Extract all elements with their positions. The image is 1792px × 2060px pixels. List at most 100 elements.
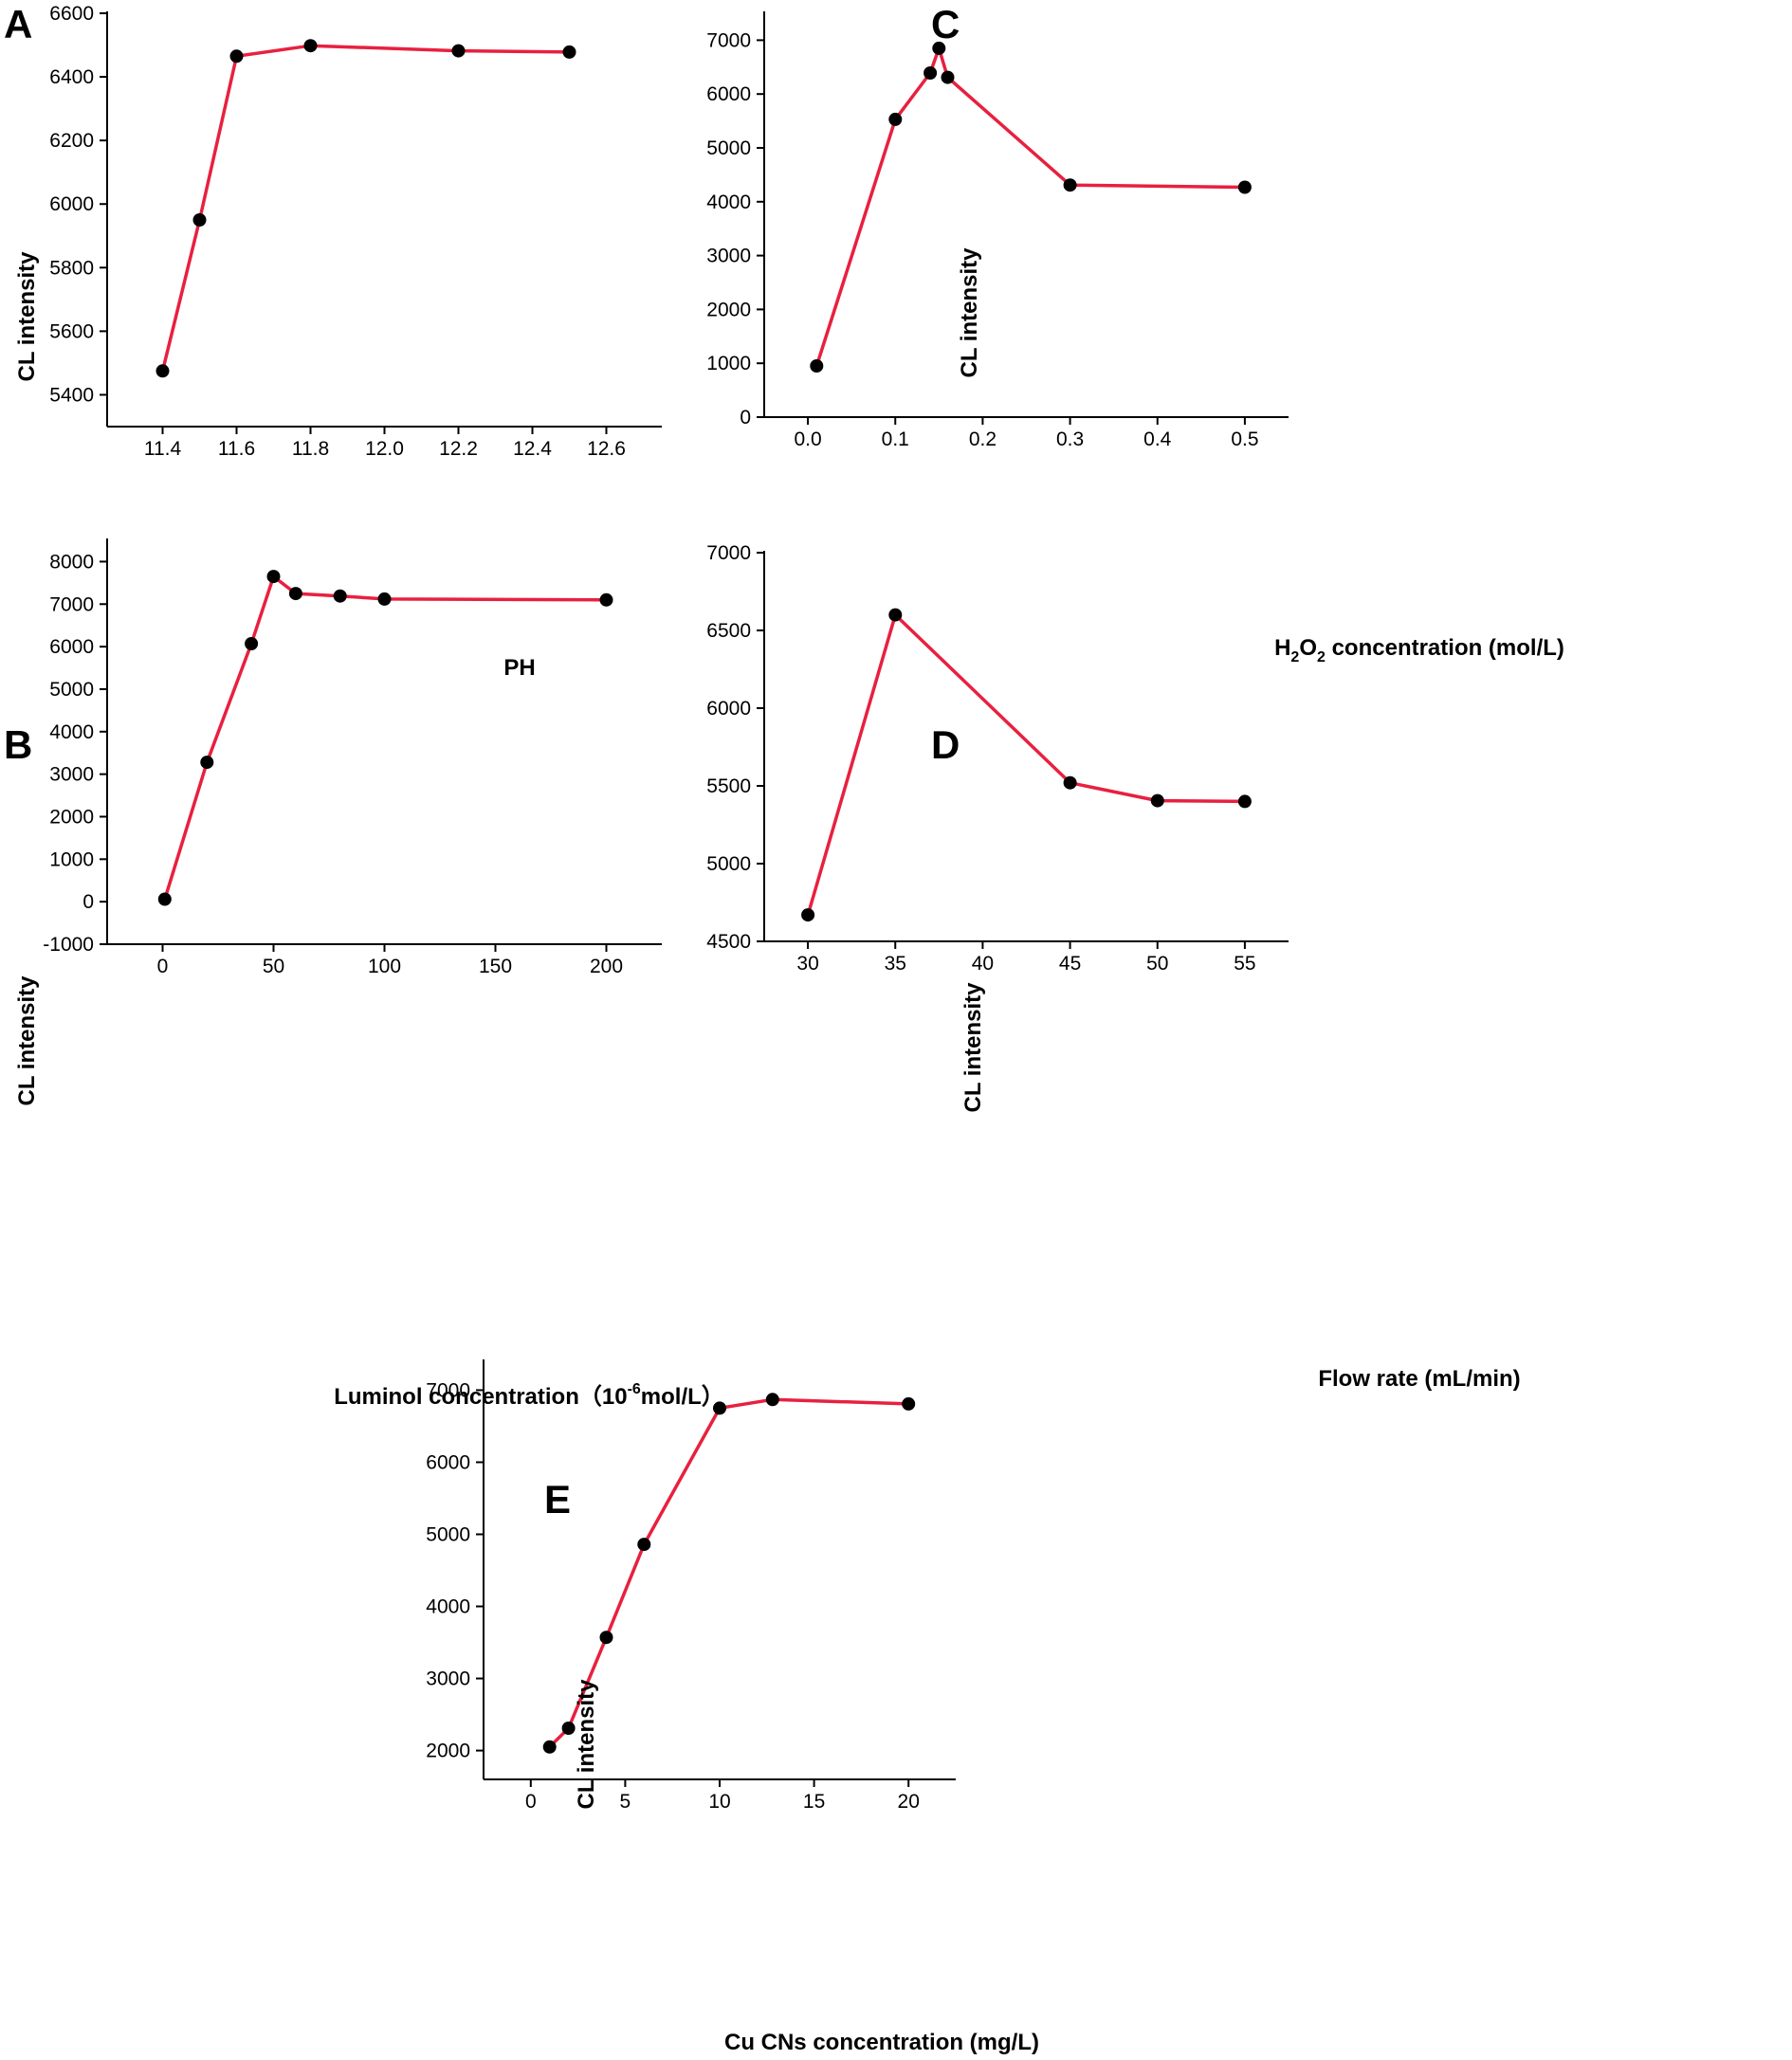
y-tick-label-e: 5000 (426, 1523, 470, 1545)
panel-label-e: E (544, 1477, 571, 1522)
x-axis-title-b-main: Luminol concentration（10 (334, 1384, 627, 1410)
data-point-b (599, 592, 613, 607)
y-axis-title-b: CL intensity (14, 975, 40, 1106)
x-tick-label-e: 10 (708, 1791, 730, 1813)
x-tick-label-a: 11.8 (292, 438, 329, 460)
data-point-b (288, 587, 302, 601)
y-axis-title-d: CL intensity (960, 982, 986, 1113)
y-tick-label-e: 3000 (426, 1668, 470, 1690)
data-point-a (451, 44, 466, 58)
y-tick-label-b: -1000 (43, 934, 94, 956)
x-tick-label-d: 50 (1146, 953, 1168, 975)
data-point-d (801, 908, 815, 922)
x-tick-label-c: 0.0 (794, 428, 821, 450)
y-tick-label-a: 6600 (49, 3, 94, 25)
data-point-b (333, 589, 347, 603)
data-point-c (923, 66, 938, 80)
data-point-b (200, 756, 214, 770)
data-point-c (1237, 180, 1252, 194)
x-tick-label-d: 35 (885, 953, 906, 975)
x-axis-title-e: Cu CNs concentration (mg/L) (724, 2030, 1039, 2055)
x-tick-label-d: 45 (1059, 953, 1081, 975)
y-tick-label-e: 6000 (426, 1451, 470, 1473)
y-tick-label-a: 6200 (49, 130, 94, 152)
series-line-a (160, 44, 570, 372)
y-tick-label-c: 3000 (706, 246, 751, 267)
y-tick-label-b: 6000 (49, 636, 94, 658)
y-tick-label-a: 5600 (49, 320, 94, 342)
x-tick-label-b: 150 (479, 956, 512, 977)
x-tick-label-e: 0 (525, 1791, 537, 1813)
y-tick-label-b: 2000 (49, 806, 94, 828)
y-tick-label-c: 6000 (706, 83, 751, 105)
data-point-c (932, 41, 946, 55)
data-point-a (155, 364, 170, 378)
data-point-a (192, 213, 207, 227)
y-axis-title-e: CL intensity (574, 1679, 599, 1810)
y-tick-label-a: 5800 (49, 257, 94, 279)
y-tick-label-e: 2000 (426, 1741, 470, 1762)
y-tick-label-a: 6400 (49, 66, 94, 88)
y-tick-label-e: 7000 (426, 1379, 470, 1401)
chart-panel-a: A 11.4 11.6 11.8 12.0 12.2 12.4 12.6 5400 5600 58… (4, 2, 662, 681)
chart-panel-b: B 0 50 100 150 200 -1000 0 1000 2000 3000 4000 5000… (4, 538, 724, 1410)
data-point-d (1150, 793, 1164, 808)
x-axis-title-c-h: H (1274, 635, 1290, 661)
x-tick-label-a: 11.6 (218, 438, 255, 460)
y-tick-label-d: 6500 (706, 620, 751, 642)
x-tick-label-a: 12.4 (513, 438, 552, 460)
data-point-b (245, 637, 259, 650)
y-tick-label-e: 4000 (426, 1596, 470, 1618)
chart-panel-d: D 30 35 40 45 50 55 4500 5000 5500 6000 6500 7000 F… (706, 542, 1520, 1392)
data-point-e (765, 1393, 779, 1407)
y-tick-label-d: 4500 (706, 931, 751, 953)
data-point-e (599, 1631, 613, 1645)
y-tick-label-c: 2000 (706, 299, 751, 320)
series-a (155, 39, 576, 378)
x-tick-label-b: 50 (263, 956, 284, 977)
y-tick-label-b: 7000 (49, 593, 94, 615)
panel-label-a: A (4, 2, 32, 46)
data-point-a (562, 45, 576, 59)
y-tick-label-b: 1000 (49, 848, 94, 870)
data-point-d (1237, 794, 1252, 809)
data-point-a (303, 39, 318, 53)
y-tick-label-a: 6000 (49, 193, 94, 215)
data-point-b (157, 892, 172, 906)
data-point-b (377, 592, 392, 606)
x-axis-title-a: PH (503, 655, 535, 681)
series-line-b (163, 574, 607, 901)
x-tick-label-c: 0.5 (1231, 428, 1258, 450)
data-point-e (713, 1401, 726, 1415)
y-tick-label-b: 4000 (49, 721, 94, 743)
x-axis-title-c-sub2: 2 (1317, 649, 1326, 665)
data-point-c (941, 70, 955, 84)
x-axis-title-d: Flow rate (mL/min) (1318, 1366, 1520, 1392)
y-tick-label-d: 5000 (706, 853, 751, 875)
x-tick-label-a: 12.6 (587, 438, 626, 460)
series-line-e (548, 1397, 909, 1749)
x-axis-title-b: Luminol concentration（10-6mol/L） (334, 1381, 724, 1410)
y-tick-label-a: 5400 (49, 384, 94, 406)
data-point-b (266, 570, 281, 584)
y-tick-label-b: 5000 (49, 679, 94, 701)
data-point-c (888, 112, 903, 126)
data-point-c (810, 359, 824, 373)
x-tick-label-c: 0.3 (1056, 428, 1084, 450)
axes-d: 30 35 40 45 50 55 4500 5000 5500 6000 6500 7000 (706, 542, 1289, 975)
series-line-c (814, 46, 1245, 367)
y-tick-label-c: 0 (740, 407, 751, 428)
y-tick-label-c: 1000 (706, 353, 751, 374)
y-axis-title-a: CL intensity (14, 251, 40, 382)
y-tick-label-d: 5500 (706, 775, 751, 797)
y-axis-title-c: CL intensity (957, 247, 982, 378)
data-point-e (637, 1538, 651, 1552)
x-tick-label-a: 12.0 (365, 438, 404, 460)
x-axis-title-b-sup: -6 (628, 1381, 641, 1397)
x-tick-label-d: 30 (796, 953, 818, 975)
x-tick-label-e: 5 (620, 1791, 631, 1813)
y-tick-label-b: 0 (82, 891, 94, 913)
x-tick-label-e: 20 (898, 1791, 920, 1813)
axes-e: 0 5 10 15 20 2000 3000 4000 5000 6000 7000 (426, 1359, 956, 1813)
